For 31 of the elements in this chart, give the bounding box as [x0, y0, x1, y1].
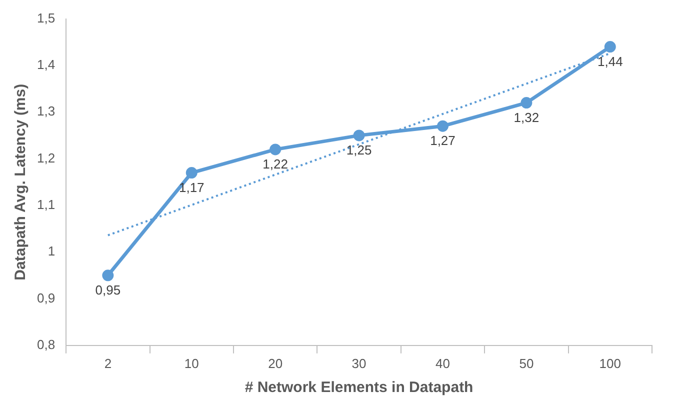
- point: [604, 41, 616, 53]
- point: [186, 167, 198, 179]
- x-tick-label: 50: [519, 356, 534, 371]
- y-tick-label: 1: [48, 244, 56, 259]
- data-label: 1,27: [430, 133, 456, 148]
- x-tick-label: 30: [352, 356, 366, 371]
- y-tick-label: 0,8: [36, 336, 56, 352]
- point: [353, 130, 365, 142]
- point: [270, 144, 282, 156]
- y-tick-label: 1,4: [36, 57, 56, 72]
- x-tick-label: 20: [268, 356, 283, 371]
- data-label: 1,22: [262, 156, 288, 172]
- x-tick-label: 2: [104, 356, 112, 371]
- x-tick-label: 100: [599, 356, 621, 371]
- data-label: 1,32: [514, 110, 540, 125]
- data-label: 1,25: [346, 142, 372, 158]
- x-axis-title: # Network Elements in Datapath: [244, 379, 474, 396]
- y-tick-label: 0,9: [36, 290, 56, 306]
- y-axis-title: Datapath Avg. Latency (ms): [12, 84, 30, 280]
- y-tick-label: 1,5: [36, 10, 56, 26]
- point: [102, 270, 114, 282]
- y-tick-label: 1,1: [36, 197, 56, 212]
- y-tick-label: 1,3: [36, 104, 56, 119]
- data-label: 0,95: [95, 282, 121, 298]
- y-tick-label: 1,2: [36, 150, 56, 166]
- data-label: 1,17: [178, 180, 204, 195]
- x-tick-label: 40: [436, 356, 450, 371]
- data-label: 1,44: [597, 54, 623, 69]
- point: [436, 120, 448, 132]
- point: [520, 97, 532, 109]
- x-tick-label: 10: [184, 356, 199, 371]
